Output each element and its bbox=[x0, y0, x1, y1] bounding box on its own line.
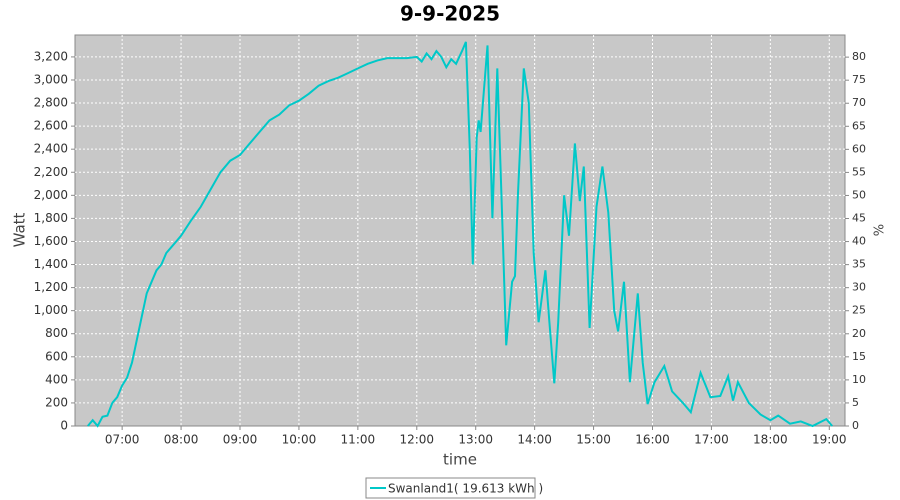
y-tick-label: 1,400 bbox=[34, 257, 68, 271]
y-tick-label: 400 bbox=[45, 372, 68, 386]
chart-title: 9-9-2025 bbox=[400, 2, 500, 26]
x-tick-label: 10:00 bbox=[282, 433, 317, 447]
y-tick-label: 1,000 bbox=[34, 303, 68, 317]
y-tick-label: 2,000 bbox=[34, 188, 68, 202]
y2-tick-label: 80 bbox=[852, 50, 866, 63]
y2-tick-label: 60 bbox=[852, 142, 866, 155]
y-tick-label: 1,200 bbox=[34, 280, 68, 294]
x-tick-label: 18:00 bbox=[753, 433, 788, 447]
series-line bbox=[87, 41, 833, 428]
y-tick-label: 3,200 bbox=[34, 49, 68, 63]
x-tick-label: 13:00 bbox=[458, 433, 493, 447]
y-axis-label: Watt bbox=[11, 212, 29, 247]
y2-tick-label: 0 bbox=[852, 419, 859, 432]
x-tick-label: 17:00 bbox=[694, 433, 729, 447]
y2-tick-label: 15 bbox=[852, 350, 866, 363]
y-tick-label: 2,600 bbox=[34, 119, 68, 133]
y2-tick-label: 50 bbox=[852, 188, 866, 201]
y2-axis-label: % bbox=[873, 224, 888, 236]
x-tick-label: 09:00 bbox=[223, 433, 258, 447]
plot-area bbox=[74, 34, 846, 427]
y-tick-label: 1,800 bbox=[34, 211, 68, 225]
x-tick-label: 07:00 bbox=[105, 433, 140, 447]
y-tick-label: 0 bbox=[60, 419, 68, 433]
y2-tick-label: 65 bbox=[852, 119, 866, 132]
x-tick-label: 12:00 bbox=[399, 433, 434, 447]
y2-tick-label: 10 bbox=[852, 373, 866, 386]
y2-tick-label: 70 bbox=[852, 96, 866, 109]
x-tick-label: 16:00 bbox=[635, 433, 670, 447]
y-tick-label: 3,000 bbox=[34, 72, 68, 86]
x-tick-label: 19:00 bbox=[812, 433, 847, 447]
x-tick-label: 11:00 bbox=[341, 433, 376, 447]
y2-tick-label: 5 bbox=[852, 396, 859, 409]
y-tick-label: 2,800 bbox=[34, 96, 68, 110]
y-tick-label: 600 bbox=[45, 349, 68, 363]
x-tick-label: 08:00 bbox=[164, 433, 199, 447]
y2-tick-label: 20 bbox=[852, 327, 866, 340]
y2-tick-label: 25 bbox=[852, 304, 866, 317]
y2-tick-label: 75 bbox=[852, 73, 866, 86]
y2-tick-label: 35 bbox=[852, 258, 866, 271]
y2-tick-label: 45 bbox=[852, 212, 866, 225]
y2-tick-label: 30 bbox=[852, 281, 866, 294]
y-tick-label: 2,400 bbox=[34, 142, 68, 156]
legend-label: Swanland1( 19.613 kWh ) bbox=[388, 482, 543, 496]
legend bbox=[365, 477, 536, 499]
x-tick-label: 14:00 bbox=[517, 433, 552, 447]
y2-tick-label: 55 bbox=[852, 165, 866, 178]
x-tick-label: 15:00 bbox=[576, 433, 611, 447]
x-axis-label: time bbox=[443, 451, 477, 469]
y-tick-label: 1,600 bbox=[34, 234, 68, 248]
y-tick-label: 800 bbox=[45, 326, 68, 340]
y2-tick-label: 40 bbox=[852, 235, 866, 248]
y-tick-label: 2,200 bbox=[34, 165, 68, 179]
y-tick-label: 200 bbox=[45, 395, 68, 409]
